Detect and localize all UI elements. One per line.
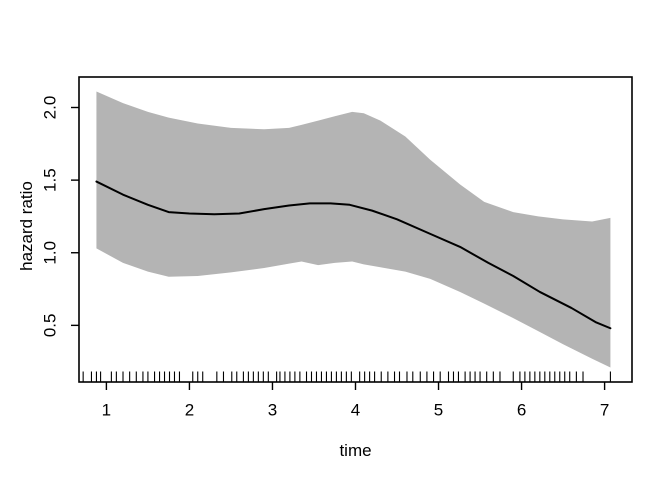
x-axis-tick-label: 7 [600, 400, 609, 419]
x-axis-tick-label: 5 [434, 400, 443, 419]
y-axis-tick-label: 0.5 [40, 314, 59, 338]
x-axis-title: time [339, 441, 372, 460]
y-axis-tick-label: 1.5 [40, 168, 59, 192]
confidence-band [96, 91, 611, 368]
x-axis-tick-label: 3 [268, 400, 277, 419]
y-axis-tick-label: 1.0 [40, 241, 59, 265]
y-axis-title: hazard ratio [17, 181, 36, 271]
x-axis-tick-label: 2 [185, 400, 194, 419]
x-axis-tick-label: 4 [351, 400, 360, 419]
hazard-ratio-estimate-line [95, 180, 612, 330]
x-axis-tick-label: 1 [102, 400, 111, 419]
x-axis-tick-label: 6 [517, 400, 526, 419]
y-axis-tick-label: 2.0 [40, 96, 59, 120]
